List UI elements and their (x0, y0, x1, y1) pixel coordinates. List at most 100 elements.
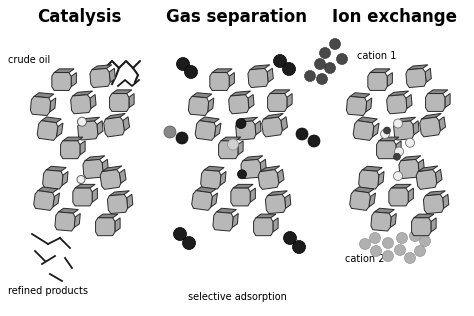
Polygon shape (287, 94, 292, 108)
Circle shape (184, 65, 198, 78)
Polygon shape (34, 93, 54, 98)
Circle shape (394, 147, 403, 156)
Polygon shape (83, 160, 103, 179)
Polygon shape (255, 121, 261, 135)
Polygon shape (443, 194, 449, 208)
Polygon shape (109, 191, 129, 196)
Circle shape (359, 239, 371, 250)
Circle shape (414, 246, 426, 257)
Polygon shape (281, 117, 288, 131)
Polygon shape (71, 73, 76, 87)
Polygon shape (108, 194, 128, 214)
Polygon shape (435, 169, 442, 183)
Polygon shape (248, 69, 268, 88)
Circle shape (78, 117, 86, 126)
Circle shape (383, 251, 393, 262)
Polygon shape (416, 170, 437, 189)
Polygon shape (379, 137, 399, 141)
Polygon shape (408, 65, 428, 70)
Polygon shape (104, 117, 124, 137)
Circle shape (296, 128, 308, 140)
Polygon shape (258, 170, 279, 189)
Circle shape (393, 119, 402, 128)
Polygon shape (353, 121, 374, 140)
Circle shape (410, 230, 420, 241)
Polygon shape (210, 73, 229, 90)
Polygon shape (53, 193, 60, 207)
Polygon shape (229, 73, 234, 87)
Polygon shape (373, 123, 379, 137)
Polygon shape (238, 141, 243, 155)
Polygon shape (396, 117, 416, 122)
Polygon shape (387, 95, 407, 114)
Polygon shape (61, 141, 80, 159)
Circle shape (381, 130, 390, 138)
Polygon shape (387, 73, 392, 87)
Polygon shape (371, 212, 391, 231)
Polygon shape (74, 213, 80, 228)
Polygon shape (357, 117, 377, 123)
Polygon shape (270, 90, 290, 94)
Polygon shape (256, 214, 276, 218)
Circle shape (164, 126, 176, 138)
Polygon shape (277, 169, 284, 183)
Polygon shape (73, 188, 92, 206)
Polygon shape (401, 156, 421, 161)
Polygon shape (102, 166, 122, 172)
Polygon shape (260, 159, 266, 173)
Circle shape (371, 246, 382, 257)
Polygon shape (201, 170, 221, 189)
Polygon shape (115, 218, 120, 232)
Polygon shape (413, 121, 419, 135)
Polygon shape (418, 166, 438, 172)
Polygon shape (220, 172, 226, 185)
Polygon shape (346, 96, 366, 116)
Polygon shape (370, 69, 390, 73)
Circle shape (404, 252, 416, 264)
Polygon shape (50, 98, 56, 112)
Circle shape (319, 47, 330, 58)
Circle shape (228, 139, 238, 150)
Polygon shape (80, 141, 85, 155)
Polygon shape (58, 208, 78, 213)
Polygon shape (396, 141, 401, 155)
Circle shape (329, 39, 340, 50)
Polygon shape (425, 68, 431, 82)
Polygon shape (208, 98, 214, 112)
Polygon shape (262, 117, 283, 137)
Polygon shape (119, 169, 126, 183)
Polygon shape (248, 94, 254, 109)
Polygon shape (374, 208, 394, 213)
Polygon shape (268, 94, 287, 112)
Polygon shape (55, 212, 75, 231)
Circle shape (273, 54, 286, 68)
Polygon shape (200, 117, 219, 123)
Polygon shape (71, 95, 91, 114)
Polygon shape (100, 170, 121, 189)
Polygon shape (92, 188, 97, 202)
Polygon shape (41, 117, 61, 123)
Polygon shape (112, 90, 132, 94)
Polygon shape (109, 94, 129, 112)
Polygon shape (265, 194, 286, 214)
Polygon shape (273, 218, 278, 232)
Text: Catalysis: Catalysis (37, 8, 121, 26)
Circle shape (237, 170, 246, 179)
Polygon shape (92, 65, 112, 70)
Text: crude oil: crude oil (8, 55, 50, 65)
Circle shape (308, 135, 320, 147)
Circle shape (405, 138, 414, 147)
Polygon shape (97, 121, 103, 135)
Polygon shape (354, 187, 374, 193)
Polygon shape (369, 193, 375, 207)
Circle shape (317, 74, 328, 84)
Circle shape (383, 238, 393, 248)
Circle shape (394, 245, 405, 256)
Polygon shape (54, 69, 74, 73)
Circle shape (292, 240, 306, 253)
Polygon shape (394, 121, 414, 140)
Polygon shape (232, 213, 238, 228)
Polygon shape (214, 123, 221, 137)
Polygon shape (423, 194, 444, 214)
Polygon shape (285, 194, 291, 208)
